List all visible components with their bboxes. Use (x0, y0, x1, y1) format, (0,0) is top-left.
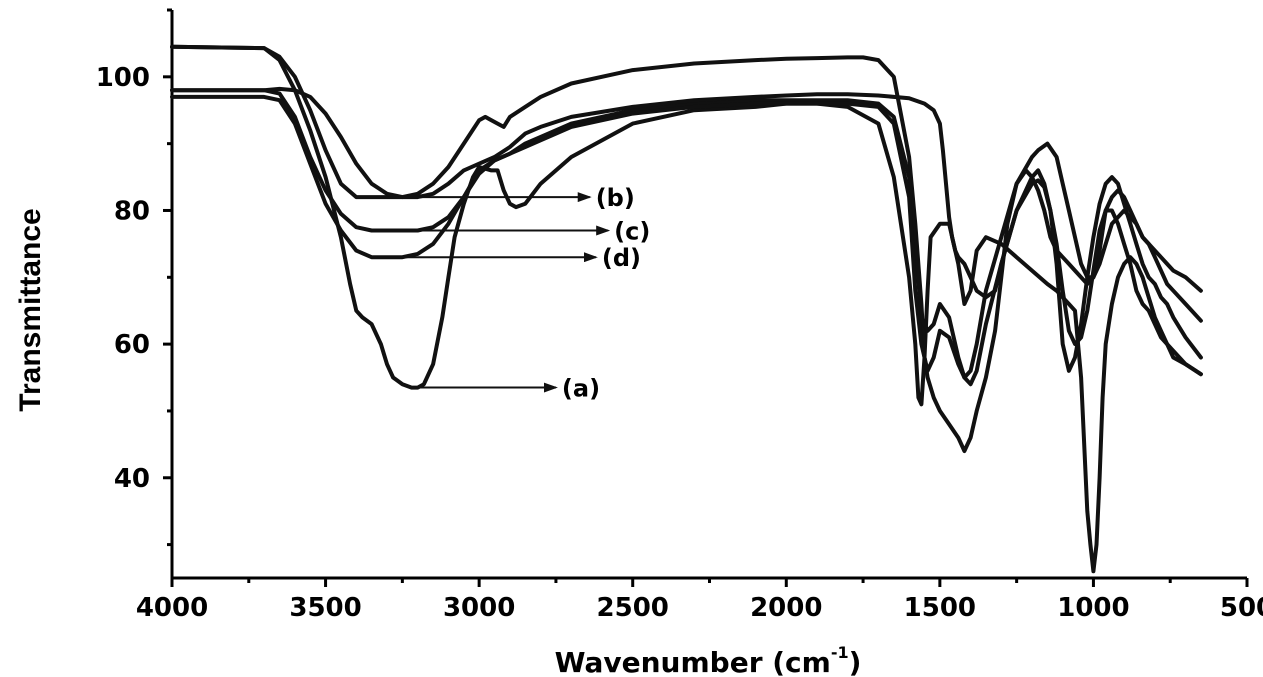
x-tick-label: 4000 (136, 593, 208, 623)
x-tick-label: 3000 (443, 593, 515, 623)
annotation-label-4: (d) (602, 244, 641, 272)
series-line-2 (170, 44, 1203, 453)
annotation-label-3: (c) (614, 218, 650, 246)
series-line-4 (170, 94, 1203, 387)
y-tick-label: 80 (114, 196, 150, 226)
annotation-label-1: (a) (562, 375, 600, 403)
y-tick-label: 40 (114, 464, 150, 494)
x-tick-label: 2500 (597, 593, 669, 623)
series-line-1 (170, 44, 1203, 574)
x-tick-label: 500 (1220, 593, 1263, 623)
y-tick-label: 60 (114, 330, 150, 360)
x-tick-label: 1500 (904, 593, 976, 623)
series-line-3 (170, 88, 1203, 380)
x-tick-label: 1000 (1057, 593, 1129, 623)
series-line-5 (170, 86, 1203, 373)
axes: 4000 3500 3000 2500 2000 1500 1000 500 40 60 80 100 (96, 8, 1263, 623)
y-tick-label: 100 (96, 63, 150, 93)
x-axis-title: Wavenumber (cm-1) (555, 643, 862, 677)
x-tick-label: 3500 (289, 593, 361, 623)
annotation-layer: (a) (b) (c)(d) (377, 184, 650, 403)
series-layer (170, 44, 1203, 574)
x-tick-label: 2000 (750, 593, 822, 623)
y-axis-title: Transmittance (14, 208, 47, 411)
x-axis-title-main: Wavenumber (cm (555, 646, 831, 677)
annotation-label-2: (b) (596, 184, 635, 212)
x-axis-title-sup: -1 (831, 643, 849, 662)
x-axis-title-close: ) (849, 646, 862, 677)
